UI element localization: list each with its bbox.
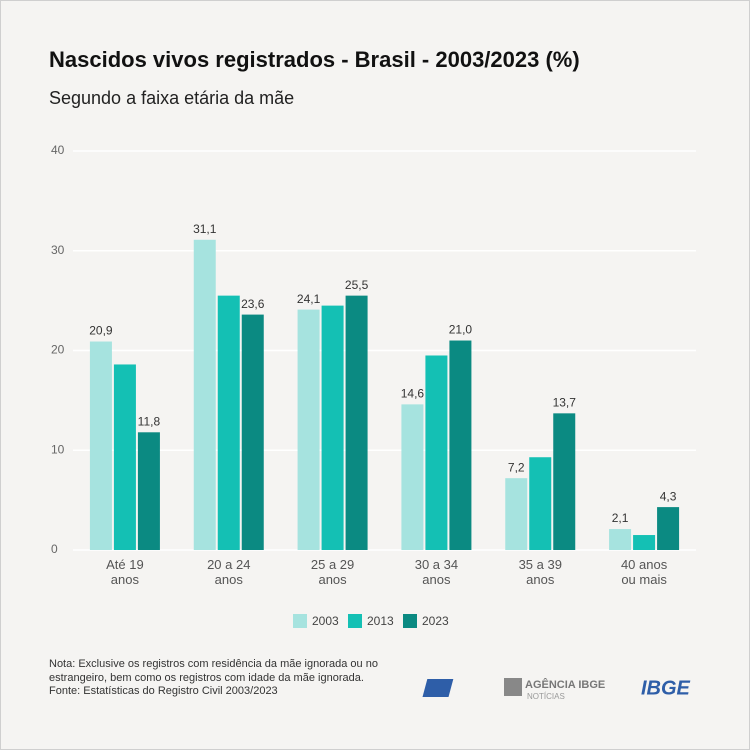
value-label: 2,1 [612, 511, 629, 525]
chart-title: Nascidos vivos registrados - Brasil - 20… [49, 47, 580, 72]
legend-swatch [403, 614, 417, 628]
y-tick-label: 30 [51, 243, 65, 257]
logo-subtext: NOTÍCIAS [527, 692, 565, 701]
x-tick-label: 40 anos ou mais [620, 557, 668, 587]
x-tick-label: Até 19 anos [106, 557, 144, 587]
value-label: 21,0 [449, 323, 473, 337]
source: Fonte: Estatísticas do Registro Civil 20… [49, 685, 278, 697]
legend-label: 2013 [367, 614, 394, 628]
x-tick-label: 35 a 39 anos [518, 557, 562, 587]
y-tick-label: 40 [51, 143, 65, 157]
bar [505, 478, 528, 550]
y-tick-label: 0 [51, 542, 58, 556]
logo-text: AGÊNCIA IBGE [525, 678, 605, 691]
bar [137, 432, 160, 550]
bar [633, 535, 656, 550]
value-label: 13,7 [553, 396, 577, 410]
bar [217, 295, 240, 550]
legend-swatch [348, 614, 362, 628]
bar [193, 239, 216, 550]
bar [529, 457, 552, 550]
legend-label: 2003 [312, 614, 339, 628]
value-label: 24,1 [297, 292, 321, 306]
y-tick-label: 10 [51, 442, 65, 456]
x-tick-label: 25 a 29 anos [310, 557, 355, 587]
bar [89, 341, 112, 550]
value-label: 4,3 [660, 489, 677, 503]
bar [553, 413, 576, 550]
legend-label: 2023 [422, 614, 449, 628]
x-tick-label: 20 a 24 anos [207, 557, 251, 587]
logo-text: IBGE [641, 677, 691, 699]
value-label: 23,6 [241, 297, 265, 311]
x-tick-label: 30 a 34 anos [414, 557, 459, 587]
value-label: 7,2 [508, 460, 525, 474]
logo-icon [504, 678, 522, 696]
bar [113, 364, 136, 550]
bar [449, 340, 472, 550]
logo-ibge: IBGE [422, 677, 691, 699]
y-tick-label: 20 [51, 343, 65, 357]
bar [297, 309, 320, 550]
bar [609, 529, 632, 550]
bar [321, 305, 344, 550]
note: Nota: Exclusive os registros com residên… [49, 658, 378, 684]
bar [401, 404, 424, 550]
value-label: 25,5 [345, 278, 369, 292]
bar [345, 295, 368, 550]
logo-icon [422, 679, 454, 697]
legend-swatch [293, 614, 307, 628]
value-label: 11,8 [138, 414, 161, 428]
value-label: 20,9 [89, 324, 113, 338]
value-label: 31,1 [193, 222, 217, 236]
bar [425, 355, 448, 550]
chart-subtitle: Segundo a faixa etária da mãe [49, 88, 294, 108]
value-label: 14,6 [401, 387, 425, 401]
bar [241, 314, 264, 550]
logo-agencia: AGÊNCIA IBGE NOTÍCIAS [504, 678, 605, 701]
bar [657, 507, 680, 550]
